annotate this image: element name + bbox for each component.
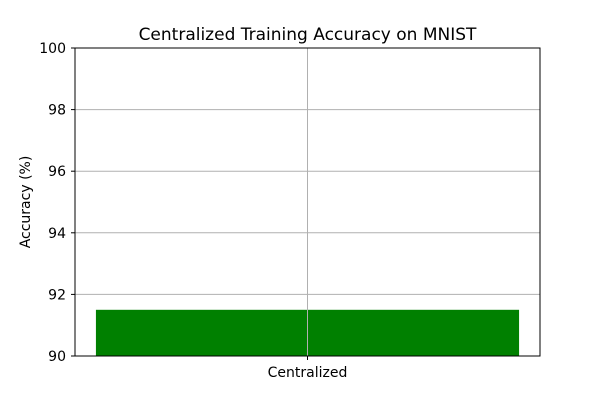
x-tick-label: Centralized xyxy=(268,365,348,381)
y-tick-label: 92 xyxy=(48,287,66,303)
x-axis-ticks: Centralized xyxy=(268,356,348,381)
y-tick-label: 94 xyxy=(48,226,66,242)
y-tick-label: 96 xyxy=(48,164,66,180)
y-tick-label: 100 xyxy=(39,41,66,57)
bars xyxy=(95,48,520,356)
y-axis-ticks: 90 92 94 96 98 100 xyxy=(39,41,75,365)
y-axis-label: Accuracy (%) xyxy=(18,156,34,249)
y-tick-label: 98 xyxy=(48,103,66,119)
chart-title: Centralized Training Accuracy on MNIST xyxy=(139,25,477,45)
y-tick-label: 90 xyxy=(48,349,66,365)
